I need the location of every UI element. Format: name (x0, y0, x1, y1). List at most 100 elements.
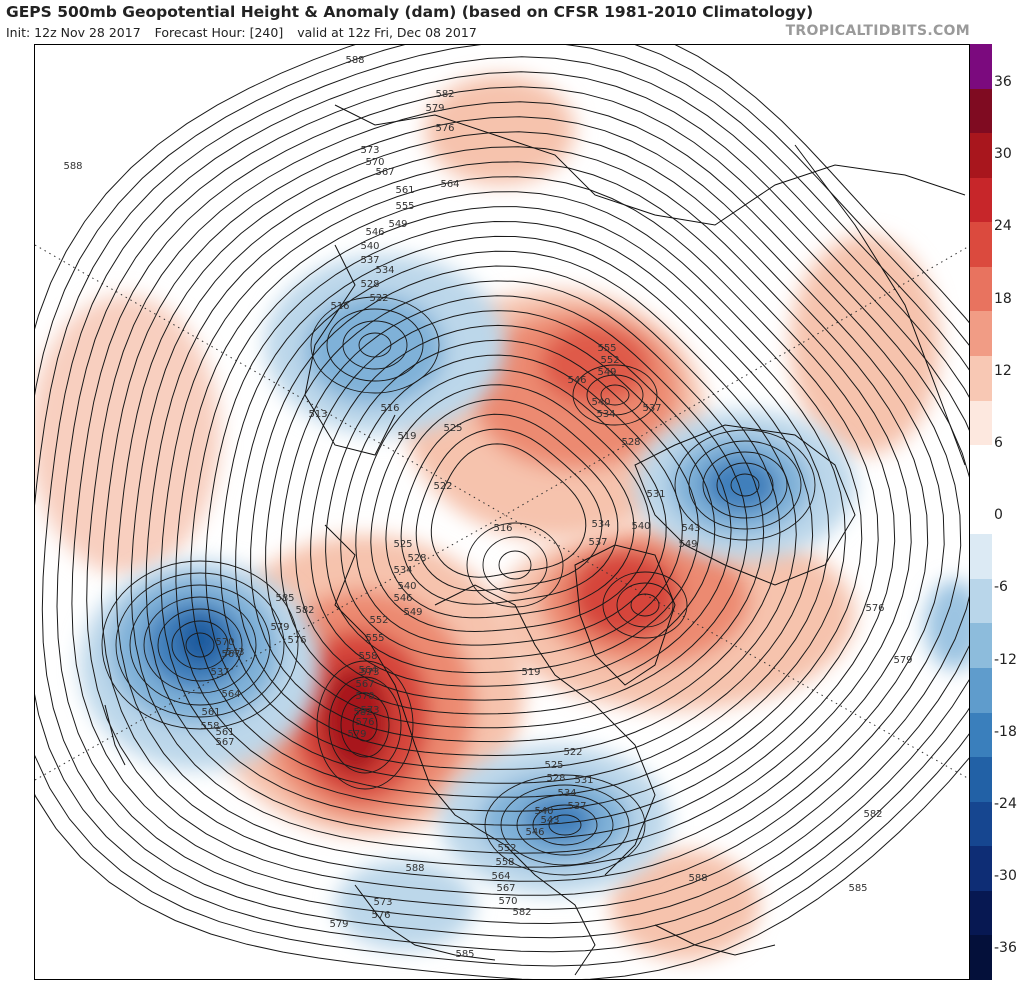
height-contour-line (115, 131, 929, 868)
contour-label: 540 (397, 581, 416, 592)
contour-label: 516 (380, 403, 399, 414)
contour-label: 576 (355, 717, 374, 728)
height-contour-line (41, 56, 969, 939)
colorbar-segment (970, 44, 992, 90)
height-contour-line (630, 593, 660, 617)
height-contour-line (220, 235, 814, 770)
contour-label: 534 (393, 565, 412, 576)
contour-label: 546 (525, 827, 544, 838)
init-time: Init: 12z Nov 28 2017 (6, 25, 141, 40)
contour-label: 516 (493, 523, 512, 534)
contour-label: 540 (591, 397, 610, 408)
height-contour-line (370, 384, 651, 633)
contour-label: 588 (345, 55, 364, 66)
height-contour-line (326, 308, 424, 382)
contour-label: 549 (597, 367, 616, 378)
contour-label: 519 (521, 667, 540, 678)
colorbar-segment (970, 88, 992, 134)
contour-label: 522 (433, 481, 452, 492)
contour-label: 525 (393, 539, 412, 550)
height-contour-line (572, 364, 658, 426)
contour-label: 573 (373, 897, 392, 908)
contour-label: 573 (360, 145, 379, 156)
contour-label: 567 (215, 737, 234, 748)
height-contour-line (35, 45, 969, 967)
contour-label: 522 (563, 747, 582, 758)
contour-label: 576 (435, 123, 454, 134)
contour-label: 549 (678, 539, 697, 550)
colorbar-segment (970, 534, 992, 580)
contour-label: 588 (63, 161, 82, 172)
height-contour-line (56, 71, 969, 925)
colorbar-segment (970, 133, 992, 179)
contour-label: 525 (443, 423, 462, 434)
contour-label: 561 (201, 707, 220, 718)
height-contour-line (310, 324, 716, 687)
contour-label: 570 (215, 637, 234, 648)
contour-label: 546 (393, 593, 412, 604)
valid-time: valid at 12z Fri, Dec 08 2017 (297, 25, 477, 40)
contour-label: 534 (375, 265, 394, 276)
contour-label: 576 (287, 635, 306, 646)
contour-label: 573 (360, 705, 379, 716)
height-contour-line (316, 660, 414, 790)
colorbar-tick-label: 24 (994, 218, 1012, 235)
contour-label: 558 (200, 721, 219, 732)
contour-label: 534 (591, 519, 610, 530)
contour-label: 546 (365, 227, 384, 238)
contour-label: 567 (355, 679, 374, 690)
height-contour-line (35, 45, 969, 979)
colorbar-segment (970, 757, 992, 803)
height-contour-line (674, 429, 816, 541)
height-contour-line (532, 804, 598, 846)
contour-label: 582 (435, 89, 454, 100)
colorbar-tick-label: 6 (994, 435, 1003, 451)
colorbar-segment (970, 445, 992, 491)
height-contour-line (516, 794, 614, 856)
height-contour-line (358, 332, 392, 358)
chart-title: GEPS 500mb Geopotential Height & Anomaly… (6, 3, 814, 21)
height-contour-line (602, 571, 688, 639)
contour-label: 528 (407, 553, 426, 564)
contour-label: 588 (405, 863, 424, 874)
contour-label: 576 (865, 603, 884, 614)
contour-label: 579 (893, 655, 912, 666)
height-contour-line (71, 86, 969, 910)
contour-label: 579 (329, 919, 348, 930)
height-contour-line (415, 428, 603, 592)
colorbar-segment (970, 846, 992, 892)
contour-label: 540 (534, 806, 553, 817)
height-contour-line (190, 206, 846, 798)
contour-label: 537 (210, 667, 229, 678)
contour-label: 582 (353, 707, 372, 718)
height-contour-line (143, 596, 257, 694)
contour-label: 543 (681, 523, 700, 534)
height-contour-line (129, 584, 271, 706)
height-contour-line (280, 295, 748, 715)
height-contour-line (295, 310, 732, 701)
contour-label: 585 (455, 949, 474, 960)
contour-label: 537 (642, 403, 661, 414)
contour-label: 552 (600, 355, 619, 366)
contour-label: 525 (544, 760, 563, 771)
height-contour-line (340, 354, 683, 660)
colorbar-tick-label: 30 (994, 146, 1012, 163)
contour-label: 576 (371, 910, 390, 921)
height-contour-line (702, 451, 788, 519)
contour-label: 528 (621, 437, 640, 448)
contour-label: 513 (308, 409, 327, 420)
contour-label: 561 (215, 727, 234, 738)
contour-label: 549 (388, 219, 407, 230)
colorbar-segment (970, 356, 992, 402)
colorbar-tick-label: -36 (994, 940, 1017, 957)
contour-label: 519 (397, 431, 416, 442)
contour-label: 537 (360, 255, 379, 266)
colorbar: 36 30 24 18 12 6 0 -6 -12 -18 -24 -30 -36 (970, 44, 1024, 981)
contour-label: 579 (270, 622, 289, 633)
colorbar-tick-label: 12 (994, 362, 1012, 379)
height-contour-line (385, 399, 635, 619)
colorbar-tick-label: 36 (994, 74, 1012, 90)
colorbar-segment (970, 177, 992, 223)
height-contour-line (352, 708, 378, 742)
contour-label: 585 (275, 593, 294, 604)
